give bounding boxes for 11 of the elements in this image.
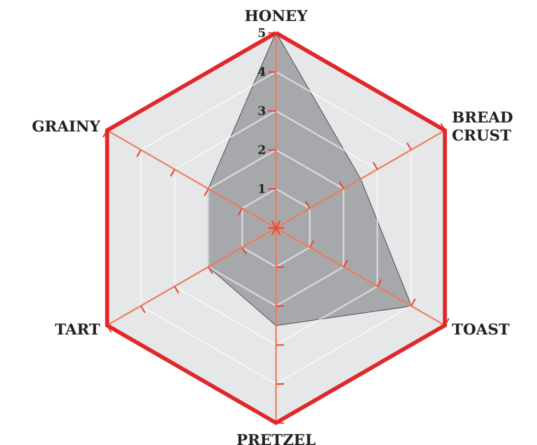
spoke-label: PRETZEL xyxy=(236,430,316,445)
spoke-label: HONEY xyxy=(244,6,308,25)
y-tick-label: 1 xyxy=(258,182,266,196)
spoke-label: GRAINY xyxy=(32,117,100,136)
spoke-label: BREAD CRUST xyxy=(452,108,514,144)
y-tick-label: 2 xyxy=(258,142,266,157)
y-tick-label: 5 xyxy=(258,26,266,40)
spoke-label: TOAST xyxy=(452,320,511,338)
spoke-label: TART xyxy=(54,320,102,338)
y-tick-label: 3 xyxy=(258,104,266,118)
y-tick-label: 4 xyxy=(258,64,266,79)
